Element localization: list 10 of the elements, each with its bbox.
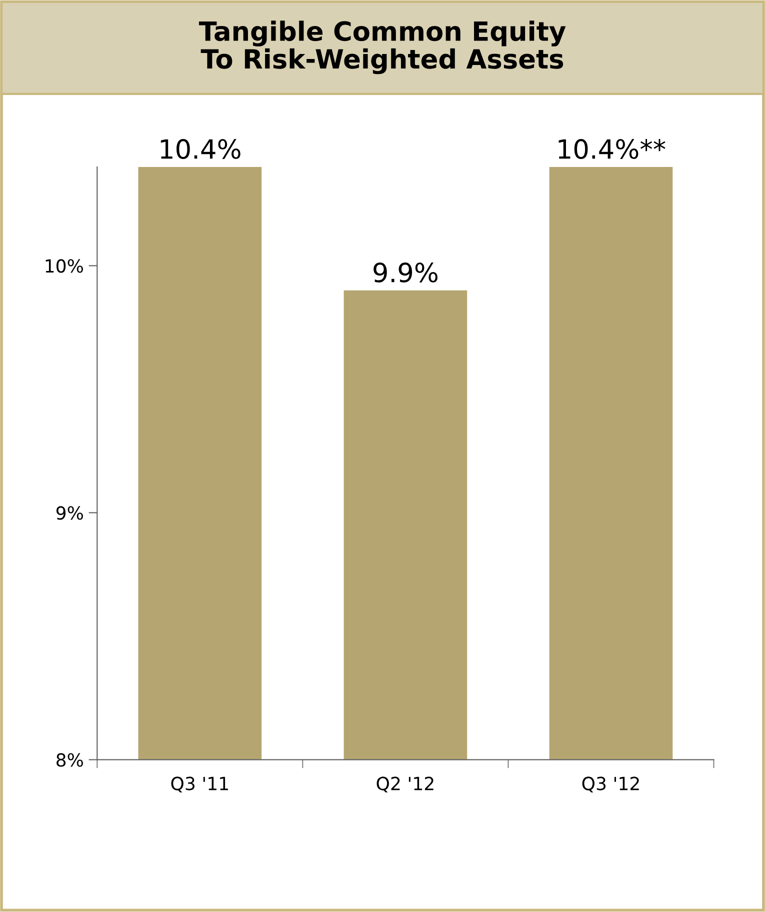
data-label: 9.9% — [374, 262, 438, 283]
data-label: 10.4% — [160, 139, 240, 160]
x-tick-label: Q2 '12 — [376, 776, 434, 792]
x-tick-label: Q3 '11 — [171, 776, 228, 792]
y-tick-label: 10% — [46, 259, 83, 273]
chart-title: Tangible Common Equity To Risk-Weighted Assets — [198, 20, 566, 74]
y-tick-label: 9% — [56, 506, 83, 520]
data-label: 10.4%** — [558, 139, 666, 160]
x-tick-label: Q3 '12 — [582, 776, 639, 792]
y-tick-label: 8% — [56, 753, 83, 767]
